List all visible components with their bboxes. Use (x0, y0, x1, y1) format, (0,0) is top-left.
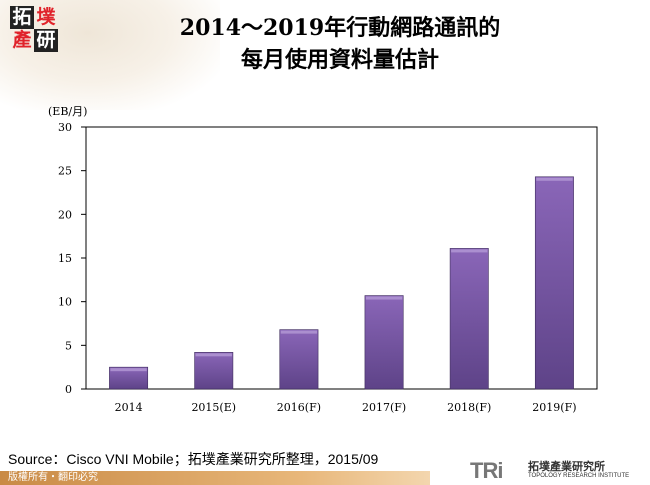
bar-chart: (EB/月) 0 5 10 15 20 25 30 2014 2015(E) 2016(F) 20… (48, 105, 598, 414)
source-note: Source：Cisco VNI Mobile；拓墣產業研究所整理，2015/0… (8, 451, 379, 467)
tri-chinese-name: 拓墣產業研究所 (528, 461, 605, 473)
y-tick-label: 20 (58, 208, 72, 221)
y-tick-label: 5 (65, 339, 72, 352)
tri-english-name: TOPOLOGY RESEARCH INSTITUTE (528, 473, 630, 479)
x-tick-label: 2015(E) (191, 401, 236, 414)
bar-highlight (195, 353, 232, 357)
bar-2016(F) (279, 329, 319, 390)
logo: 拓墣產研 (10, 6, 62, 54)
y-tick-label: 0 (65, 383, 72, 396)
plot-area (85, 126, 598, 390)
bar-highlight (280, 330, 318, 334)
footer-bar (0, 471, 430, 485)
y-tick-label: 30 (58, 121, 72, 134)
x-tick-label: 2016(F) (277, 401, 321, 414)
title-line-2: 每月使用資料量估計 (240, 47, 439, 73)
bar-2019(F) (534, 176, 574, 390)
bar-2017(F) (364, 295, 404, 390)
tri-mark: TRi (470, 458, 503, 483)
bar-2018(F) (449, 248, 489, 390)
bar-highlight (536, 177, 573, 181)
bar-highlight (365, 296, 403, 300)
y-tick-label: 10 (58, 296, 72, 309)
bar-highlight (110, 368, 147, 372)
title-line-1: 2014～2019年行動網路通訊的 (179, 15, 501, 41)
x-tick-label: 2018(F) (447, 401, 491, 414)
background-map (0, 0, 220, 110)
bar-2014 (109, 366, 149, 390)
chart-title: 2014～2019年行動網路通訊的 每月使用資料量估計 (130, 12, 550, 76)
y-axis-label: (EB/月) (48, 105, 87, 118)
y-tick-label: 25 (58, 165, 72, 178)
x-tick-label: 2014 (115, 401, 143, 414)
copyright-text: 版權所有‧翻印必究 (8, 472, 98, 483)
bar-2015(E) (194, 352, 234, 390)
x-tick-label: 2017(F) (362, 401, 406, 414)
y-tick-label: 15 (58, 252, 72, 265)
x-tick-label: 2019(F) (532, 401, 576, 414)
bar-highlight (451, 249, 488, 253)
